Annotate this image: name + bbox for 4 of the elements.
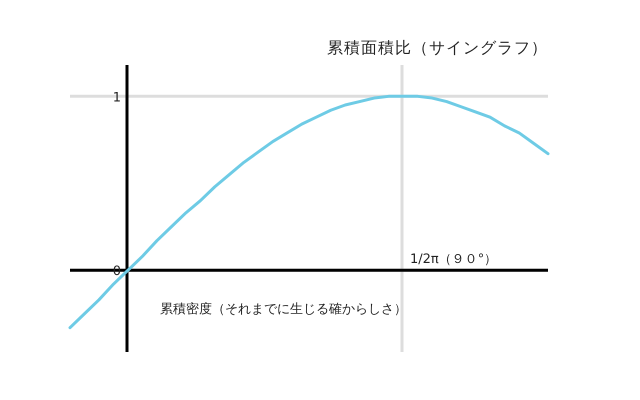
- annotation: 1/2π（９０°）: [410, 252, 498, 268]
- title: 累積面積比（サイングラフ）: [327, 38, 548, 57]
- ytick: 1: [112, 90, 121, 106]
- xlabel: 累積密度（それまでに生じる確からしさ）: [160, 302, 407, 317]
